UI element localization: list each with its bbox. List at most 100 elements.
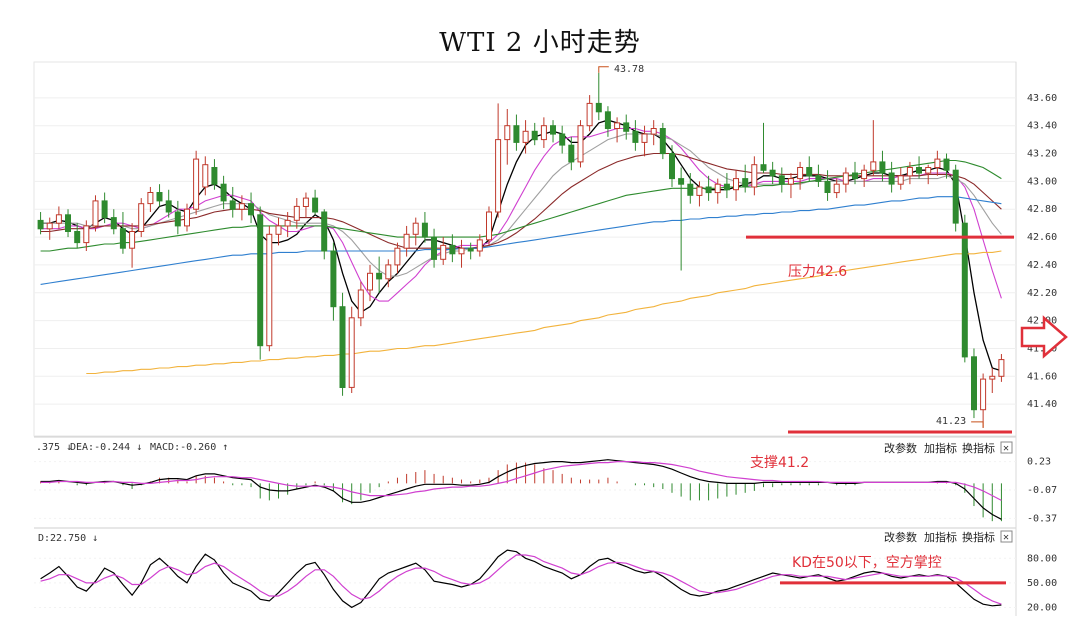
moving-average-line — [40, 196, 1002, 285]
macd-close-box[interactable] — [1000, 441, 1013, 454]
candle-body — [275, 225, 282, 235]
low-marker — [971, 421, 984, 428]
macd-switch-indicator-button[interactable]: 换指标 — [962, 441, 995, 455]
candle-body — [37, 219, 44, 230]
price-tick-label: 43.20 — [1027, 149, 1057, 160]
candle-body — [129, 231, 136, 249]
candle-body — [531, 130, 538, 141]
macd-tick-label: 0.23 — [1027, 457, 1051, 468]
candle-body — [220, 183, 227, 202]
high-price-label: 43.78 — [614, 64, 644, 75]
kd-tick-label: 50.00 — [1027, 578, 1057, 589]
candle-body — [367, 272, 373, 291]
chart-title: WTI 2 小时走势 — [439, 28, 641, 58]
candle-body — [321, 211, 328, 252]
candle-body — [467, 247, 474, 252]
kd-header-d: D:22.750 ↓ — [38, 533, 98, 544]
candle-body — [815, 175, 822, 182]
macd-layer — [40, 459, 1002, 522]
candle-body — [852, 172, 858, 180]
kd-tick-label: 20.00 — [1027, 602, 1057, 613]
candle-body — [842, 172, 849, 185]
candle-body — [586, 102, 593, 127]
candle-body — [504, 125, 511, 141]
candle-body — [888, 172, 895, 185]
moving-average-line — [40, 127, 1002, 302]
candle-body — [74, 231, 81, 244]
kd-close-icon[interactable]: ✕ — [1003, 532, 1009, 543]
candle-body — [604, 111, 611, 130]
macd-header-dif: .375 ↓ — [36, 442, 72, 453]
kd-close-box[interactable] — [1000, 530, 1013, 543]
candle-body — [257, 214, 264, 347]
macd-header-macd: MACD:-0.260 ↑ — [150, 442, 228, 453]
kd-tick-label: 80.00 — [1027, 553, 1057, 564]
kd-switch-indicator-button[interactable]: 换指标 — [962, 530, 995, 544]
candle-body — [971, 356, 977, 411]
macd-close-icon[interactable]: ✕ — [1003, 443, 1009, 454]
candle-body — [458, 247, 465, 255]
macd-tick-label: -0.07 — [1027, 485, 1057, 496]
candle-body — [119, 228, 126, 249]
candle-body — [385, 264, 392, 280]
price-tick-label: 42.80 — [1027, 204, 1057, 215]
price-tick-label: 41.60 — [1027, 371, 1057, 382]
candle-body — [46, 222, 53, 230]
candle-body — [769, 169, 776, 177]
candle-body — [559, 133, 566, 146]
candle-body — [110, 217, 117, 230]
candle-body — [723, 183, 730, 191]
price-tick-label: 43.60 — [1027, 93, 1057, 104]
kd-annotation: KD在50以下，空方掌控 — [792, 555, 942, 571]
candle-body — [989, 375, 996, 380]
candle-body — [339, 306, 346, 389]
candle-body — [376, 272, 383, 280]
price-tick-label: 41.40 — [1027, 399, 1057, 410]
price-tick-label: 43.40 — [1027, 121, 1057, 132]
candle-body — [778, 175, 785, 185]
candle-body — [248, 203, 254, 216]
candle-body — [486, 211, 492, 241]
macd-change-params-button[interactable]: 改参数 — [884, 441, 917, 455]
candle-body — [952, 169, 959, 224]
kd-d-line — [40, 554, 1002, 605]
macd-header-dea: DEA:-0.244 ↓ — [70, 442, 142, 453]
candle-body — [101, 200, 108, 219]
candle-body — [998, 359, 1005, 377]
candle-body — [824, 180, 831, 193]
candle-body — [650, 128, 657, 135]
annotation-layer — [598, 66, 1014, 585]
candle-body — [797, 167, 804, 180]
candle-body — [174, 211, 181, 227]
kd-add-indicator-button[interactable]: 加指标 — [924, 530, 957, 544]
candle-body — [687, 183, 694, 196]
candle-body — [330, 250, 337, 308]
price-layer — [37, 72, 1005, 428]
candle-body — [83, 225, 90, 244]
candle-body — [806, 167, 813, 177]
candle-body — [65, 214, 71, 233]
resistance-label: 压力42.6 — [788, 264, 847, 280]
candle-body — [925, 167, 932, 174]
kd-change-params-button[interactable]: 改参数 — [884, 530, 917, 544]
right-arrow-icon — [1020, 315, 1068, 359]
candle-body — [678, 178, 685, 185]
candle-body — [440, 244, 447, 260]
moving-average-line — [40, 133, 1002, 277]
candle-body — [897, 175, 904, 185]
candle-body — [760, 164, 767, 171]
macd-tick-label: -0.37 — [1027, 513, 1057, 524]
candle-body — [449, 244, 456, 255]
moving-average-line — [40, 159, 1002, 252]
candle-body — [632, 130, 639, 143]
price-tick-label: 41.80 — [1027, 343, 1057, 354]
price-panel-frame — [33, 61, 1017, 437]
candle-body — [357, 289, 364, 319]
price-tick-label: 43.00 — [1027, 176, 1057, 187]
candle-body — [312, 197, 319, 213]
macd-add-indicator-button[interactable]: 加指标 — [924, 441, 957, 455]
candle-body — [513, 125, 520, 143]
candle-body — [348, 317, 355, 388]
low-price-label: 41.23 — [936, 416, 966, 427]
candle-body — [696, 186, 703, 196]
